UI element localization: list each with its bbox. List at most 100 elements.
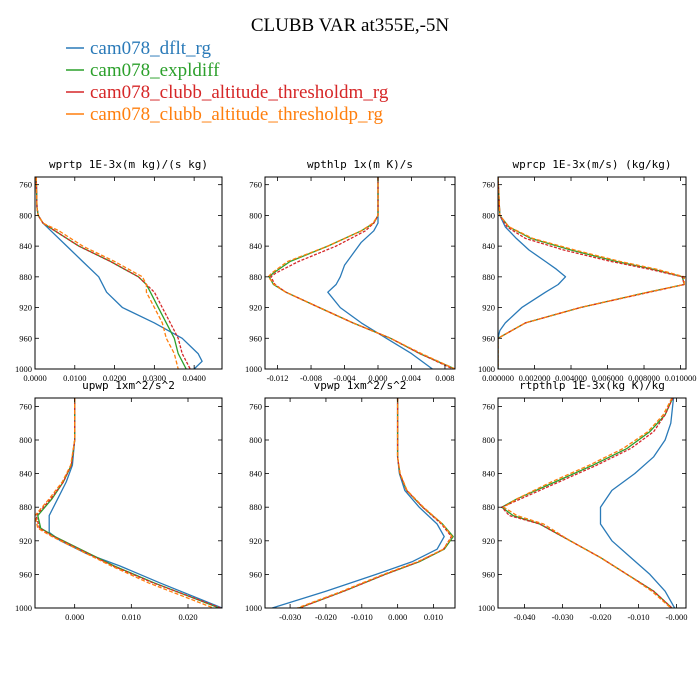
y-tick-label: 880 [249, 502, 262, 512]
x-tick-label: 0.000 [65, 612, 84, 622]
y-tick-label: 1000 [15, 603, 32, 613]
panel-4: vpwp 1xm^2/s^2 760 800 840 880 920 960 1000 -0.0… [245, 379, 456, 622]
y-tick-label: 920 [482, 536, 495, 546]
y-tick-label: 800 [482, 435, 495, 445]
panel-2: wprcp 1E-3x(m/s) (kg/kg) 760 800 840 880 920 9… [478, 158, 696, 383]
x-tick-label: -0.010 [628, 612, 650, 622]
x-tick-label: 0.008000 [628, 373, 660, 383]
y-tick-label: 1000 [245, 603, 262, 613]
y-tick-label: 920 [19, 536, 32, 546]
plot-frame [497, 397, 687, 609]
x-tick-label: 0.0400 [182, 373, 205, 383]
y-tick-label: 920 [249, 536, 262, 546]
series-line-cam078_clubb_altitude_thresholdp_rg [267, 177, 455, 369]
y-tick-label: 880 [482, 272, 495, 282]
x-tick-label: 0.010000 [665, 373, 697, 383]
x-tick-label: -0.012 [267, 373, 289, 383]
plot-frame [264, 176, 456, 370]
x-tick-label: 0.000 [388, 612, 407, 622]
y-tick-label: 840 [482, 241, 495, 251]
series-line-cam078_dflt_rg [327, 177, 433, 369]
panel-5: rtpthlp 1E-3x(kg K)/kg 760 800 840 880 920 960… [478, 379, 687, 622]
panel-title: rtpthlp 1E-3x(kg K)/kg [519, 379, 665, 392]
x-tick-label: 0.008 [435, 373, 454, 383]
y-tick-label: 800 [249, 210, 262, 220]
y-tick-label: 880 [19, 502, 32, 512]
series-line-cam078_expldiff [501, 398, 674, 608]
legend-entry-3: cam078_clubb_altitude_thresholdp_rg [66, 104, 384, 125]
y-tick-label: 880 [482, 502, 495, 512]
series-line-cam078_clubb_altitude_thresholdm_rg [501, 398, 674, 608]
series-line-cam078_clubb_altitude_thresholdm_rg [35, 398, 222, 608]
y-tick-label: 760 [19, 401, 32, 411]
x-tick-label: -0.040 [514, 612, 536, 622]
y-tick-label: 840 [19, 469, 32, 479]
y-tick-label: 1000 [478, 603, 495, 613]
series-line-cam078_clubb_altitude_thresholdp_rg [35, 177, 179, 369]
panel-title: vpwp 1xm^2/s^2 [314, 379, 407, 392]
y-tick-label: 960 [19, 333, 32, 343]
y-tick-label: 760 [482, 401, 495, 411]
y-tick-label: 920 [482, 303, 495, 313]
y-tick-label: 760 [249, 180, 262, 190]
y-tick-label: 880 [249, 272, 262, 282]
series-line-cam078_clubb_altitude_thresholdp_rg [297, 398, 453, 608]
legend-label-0: cam078_dflt_rg [90, 38, 212, 59]
series-group [272, 398, 454, 608]
x-tick-label: 0.0100 [63, 373, 86, 383]
y-tick-label: 800 [249, 435, 262, 445]
x-tick-label: -0.030 [279, 612, 301, 622]
x-tick-label: 0.000 [368, 373, 387, 383]
x-tick-label: 0.004000 [555, 373, 587, 383]
y-tick-label: 840 [249, 469, 262, 479]
plot-frame [264, 397, 456, 609]
panel-0: wprtp 1E-3x(m kg)/(s kg) 760 800 840 880 920 9… [15, 158, 223, 383]
legend-label-2: cam078_clubb_altitude_thresholdm_rg [90, 82, 389, 103]
x-tick-label: 0.0000 [23, 373, 46, 383]
y-tick-label: 920 [249, 303, 262, 313]
series-line-cam078_expldiff [498, 177, 685, 369]
series-line-cam078_dflt_rg [35, 177, 203, 369]
x-tick-label: -0.008 [300, 373, 322, 383]
legend: cam078_dflt_rg cam078_expldiff cam078_cl… [66, 38, 389, 125]
y-tick-label: 840 [482, 469, 495, 479]
series-line-cam078_clubb_altitude_thresholdm_rg [298, 398, 453, 608]
panel-title: wprcp 1E-3x(m/s) (kg/kg) [513, 158, 672, 171]
plot-frame [497, 176, 687, 370]
x-tick-label: -0.030 [552, 612, 574, 622]
series-group [267, 177, 455, 369]
y-tick-label: 840 [249, 241, 262, 251]
panel-title: upwp 1xm^2/s^2 [82, 379, 175, 392]
x-tick-label: 0.0200 [103, 373, 126, 383]
y-tick-label: 760 [249, 401, 262, 411]
panel-title: wpthlp 1x(m K)/s [307, 158, 413, 171]
y-tick-label: 1000 [245, 364, 262, 374]
series-line-cam078_dflt_rg [48, 398, 222, 608]
series-line-cam078_expldiff [298, 398, 454, 608]
series-line-cam078_expldiff [268, 177, 455, 369]
figure-title: CLUBB VAR at355E,-5N [251, 15, 450, 36]
y-tick-label: 960 [249, 333, 262, 343]
y-tick-label: 800 [19, 210, 32, 220]
y-tick-label: 760 [482, 180, 495, 190]
series-line-cam078_clubb_altitude_thresholdp_rg [35, 398, 214, 608]
series-group [498, 177, 685, 369]
series-line-cam078_expldiff [37, 398, 220, 608]
plot-frame [34, 397, 223, 609]
y-tick-label: 1000 [15, 364, 32, 374]
panels: wprtp 1E-3x(m kg)/(s kg) 760 800 840 880 920 9… [15, 158, 696, 622]
legend-label-3: cam078_clubb_altitude_thresholdp_rg [90, 104, 384, 125]
y-tick-label: 840 [19, 241, 32, 251]
y-tick-label: 760 [19, 180, 32, 190]
x-tick-label: 0.002000 [519, 373, 551, 383]
y-tick-label: 960 [482, 569, 495, 579]
series-line-cam078_clubb_altitude_thresholdp_rg [498, 177, 685, 369]
x-tick-label: 0.010 [122, 612, 141, 622]
x-tick-label: 0.004 [402, 373, 422, 383]
y-tick-label: 960 [19, 569, 32, 579]
series-line-cam078_clubb_altitude_thresholdp_rg [503, 398, 673, 608]
x-tick-label: 0.010 [424, 612, 443, 622]
series-group [35, 398, 222, 608]
series-line-cam078_dflt_rg [498, 177, 567, 369]
